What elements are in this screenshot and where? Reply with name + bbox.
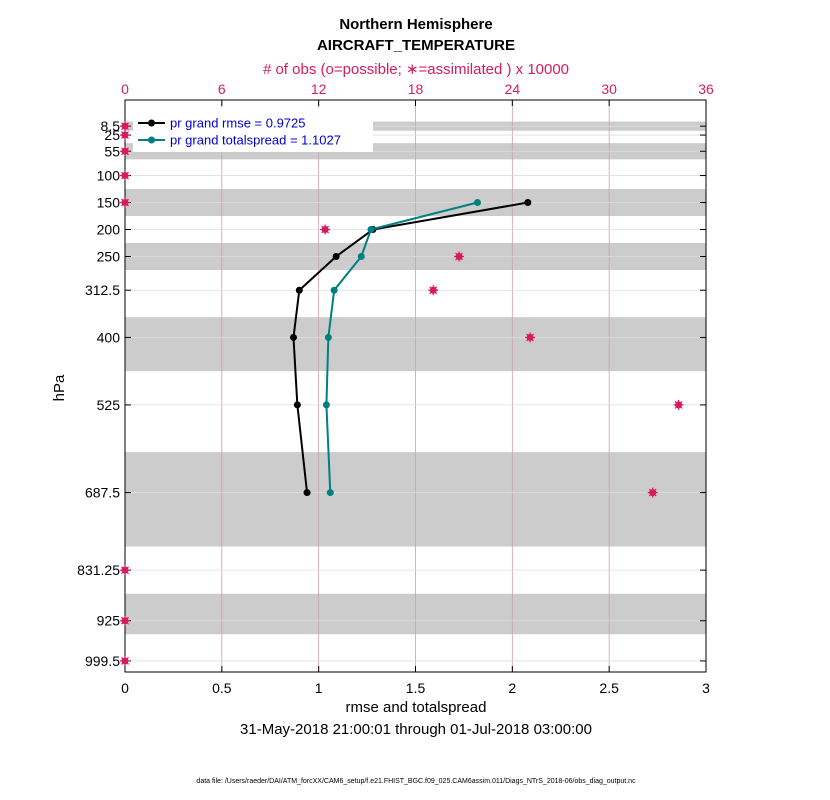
top-tick-label-3: 18 — [408, 81, 424, 97]
chart-subtitle: AIRCRAFT_TEMPERATURE — [317, 37, 515, 54]
obs-assimilated-13 — [120, 655, 130, 666]
series-0-point-5 — [293, 401, 301, 409]
date-range: 31-May-2018 21:00:01 through 01-Jul-2018… — [240, 721, 592, 738]
series-1-point-5 — [322, 401, 330, 409]
ytick-label-13: 999.5 — [85, 653, 120, 669]
obs-markers — [120, 121, 684, 666]
obs-assimilated-0 — [120, 121, 130, 132]
series-1-point-3 — [330, 286, 338, 294]
obs-assimilated-6 — [454, 251, 465, 262]
obs-assimilated-11 — [120, 565, 130, 576]
obs-marker-0 — [120, 121, 130, 132]
ytick-label-9: 525 — [97, 397, 121, 413]
xtick-label-0: 0 — [121, 680, 129, 696]
series-1-point-6 — [326, 489, 334, 497]
y-axis-label: hPa — [51, 374, 68, 401]
obs-marker-10 — [647, 487, 658, 498]
obs-assimilated-12 — [120, 615, 130, 626]
obs-marker-7 — [428, 285, 439, 296]
obs-marker-13 — [120, 655, 130, 666]
xtick-label-1: 0.5 — [212, 680, 232, 696]
x-axis-label: rmse and totalspread — [346, 699, 487, 716]
obs-marker-1 — [120, 130, 130, 141]
ytick-label-3: 100 — [97, 168, 121, 184]
obs-marker-2 — [120, 146, 130, 157]
obs-assimilated-1 — [120, 130, 130, 141]
obs-marker-4 — [120, 197, 130, 208]
obs-marker-8 — [525, 332, 536, 343]
series-1-point-0 — [473, 199, 481, 207]
series-1-point-1 — [367, 226, 375, 234]
ytick-label-6: 250 — [97, 248, 121, 264]
obs-assimilated-3 — [120, 170, 130, 181]
obs-marker-6 — [454, 251, 465, 262]
ytick-label-5: 200 — [97, 222, 121, 238]
ytick-label-10: 687.5 — [85, 485, 120, 501]
obs-marker-3 — [120, 170, 130, 181]
ytick-label-1: 25 — [104, 127, 120, 143]
obs-marker-12 — [120, 615, 130, 626]
ytick-label-12: 925 — [97, 613, 121, 629]
series-0-point-6 — [303, 489, 311, 497]
obs-marker-9 — [673, 399, 684, 410]
ytick-label-2: 55 — [104, 143, 120, 159]
series-0-point-0 — [524, 199, 532, 207]
series-1-point-2 — [357, 252, 365, 260]
ytick-label-0: 8.5 — [101, 118, 121, 134]
xtick-label-4: 2 — [508, 680, 516, 696]
legend-box — [133, 108, 373, 152]
ytick-label-11: 831.25 — [77, 562, 120, 578]
ytick-label-4: 150 — [97, 195, 121, 211]
vertical-gridlines — [221, 100, 610, 672]
series-0-point-3 — [295, 286, 303, 294]
ytick-label-7: 312.5 — [85, 282, 120, 298]
top-tick-label-6: 36 — [698, 81, 714, 97]
obs-assimilated-5 — [320, 224, 331, 235]
obs-assimilated-4 — [120, 197, 130, 208]
xtick-label-2: 1 — [315, 680, 323, 696]
data-file-footnote: data file: /Users/raeder/DAI/ATM_forcXX/… — [196, 778, 636, 785]
obs-assimilated-9 — [673, 399, 684, 410]
legend-label-1: pr grand totalspread = 1.1027 — [170, 133, 341, 148]
legend-label-0: pr grand rmse = 0.9725 — [170, 116, 306, 131]
chart-title: Northern Hemisphere — [339, 16, 492, 33]
top-tick-label-4: 24 — [505, 81, 521, 97]
top-axis-label: # of obs (o=possible; ∗=assimilated ) x … — [263, 61, 569, 78]
obs-assimilated-8 — [525, 332, 536, 343]
obs-marker-11 — [120, 565, 130, 576]
ytick-label-8: 400 — [97, 329, 121, 345]
xtick-label-6: 3 — [702, 680, 710, 696]
xtick-label-5: 2.5 — [599, 680, 619, 696]
top-tick-label-0: 0 — [121, 81, 129, 97]
legend: pr grand rmse = 0.9725 pr grand totalspre… — [133, 108, 373, 152]
top-tick-label-5: 30 — [601, 81, 617, 97]
series-0-point-4 — [289, 333, 297, 341]
series-lines — [289, 199, 532, 497]
obs-marker-5 — [320, 224, 331, 235]
top-tick-label-2: 12 — [311, 81, 327, 97]
series-1-point-4 — [324, 333, 332, 341]
bottom-x-ticks: 0 0.5 1 1.5 2 2.5 3 — [121, 666, 710, 696]
series-0-point-2 — [332, 252, 340, 260]
obs-assimilated-2 — [120, 146, 130, 157]
top-x-ticks: 0 6 12 18 24 30 36 — [121, 81, 714, 106]
legend-marker-0 — [148, 119, 155, 127]
obs-assimilated-10 — [647, 487, 658, 498]
xtick-label-3: 1.5 — [406, 680, 426, 696]
top-tick-label-1: 6 — [218, 81, 226, 97]
legend-marker-1 — [148, 136, 155, 144]
obs-assimilated-7 — [428, 285, 439, 296]
